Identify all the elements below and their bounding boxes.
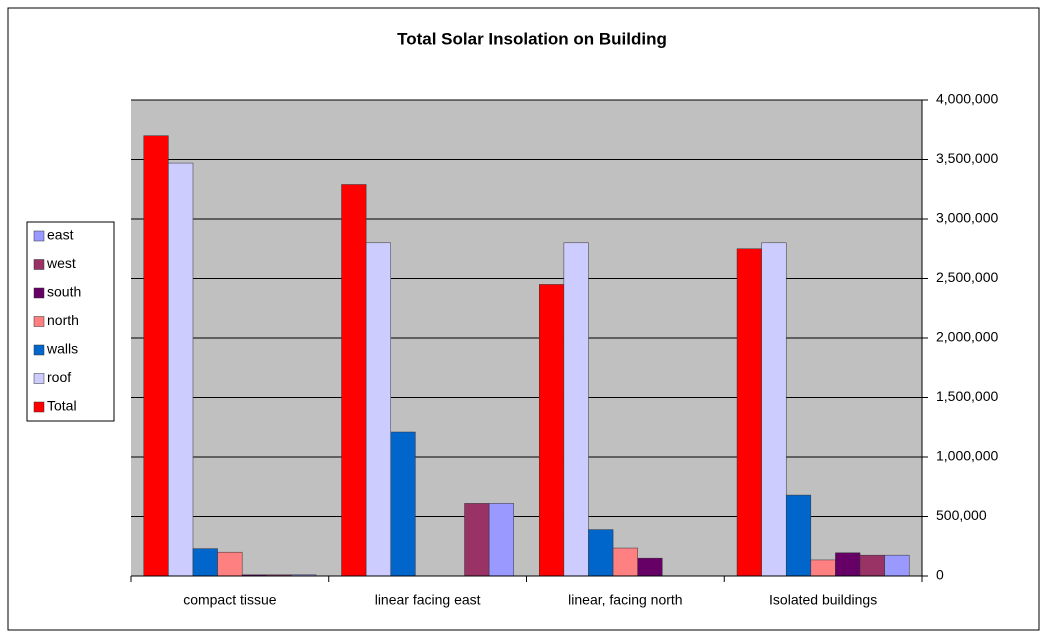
y-tick-label: 1,500,000	[936, 388, 998, 404]
legend-label: west	[46, 255, 76, 271]
legend-label: south	[47, 284, 81, 300]
bar	[588, 529, 614, 577]
bar	[365, 242, 391, 577]
bar	[884, 554, 910, 577]
legend-swatch	[33, 344, 45, 356]
x-tick-label: linear, facing north	[568, 592, 682, 608]
bar	[637, 557, 663, 577]
legend-label: north	[47, 312, 79, 328]
legend-swatch	[33, 373, 45, 384]
y-tick-label: 3,500,000	[936, 150, 998, 166]
legend-label: Total	[47, 398, 77, 414]
bar	[168, 162, 194, 577]
bar	[612, 547, 638, 577]
y-tick-label: 0	[936, 567, 944, 583]
legend-label: east	[47, 227, 74, 243]
bar	[810, 559, 836, 577]
y-tick-label: 1,000,000	[936, 448, 998, 464]
bar	[859, 554, 885, 577]
legend-swatch	[33, 230, 45, 242]
bar	[464, 503, 490, 577]
y-tick-label: 500,000	[936, 507, 987, 523]
x-tick-label: linear facing east	[375, 592, 481, 608]
y-tick-label: 2,000,000	[936, 329, 998, 345]
x-tick-label: Isolated buildings	[769, 592, 877, 608]
legend-swatch	[33, 401, 45, 413]
legend-swatch	[33, 287, 45, 299]
y-tick-label: 2,500,000	[936, 269, 998, 285]
bar	[488, 503, 514, 577]
bar	[143, 135, 169, 577]
legend-label: roof	[47, 369, 71, 385]
bar	[390, 431, 416, 577]
bar	[785, 494, 812, 577]
bar	[761, 242, 787, 577]
bar	[217, 551, 243, 577]
y-tick-label: 3,000,000	[936, 210, 998, 226]
bar	[341, 184, 367, 577]
chart-title: Total Solar Insolation on Building	[397, 29, 667, 48]
bar	[192, 548, 218, 577]
bar	[835, 552, 861, 577]
bar	[736, 248, 762, 577]
bar	[563, 242, 589, 577]
legend-label: walls	[46, 341, 78, 357]
legend-swatch	[33, 259, 45, 270]
y-tick-label: 4,000,000	[936, 91, 998, 107]
legend-swatch	[33, 316, 45, 327]
bar	[539, 284, 565, 577]
x-tick-label: compact tissue	[183, 592, 277, 608]
